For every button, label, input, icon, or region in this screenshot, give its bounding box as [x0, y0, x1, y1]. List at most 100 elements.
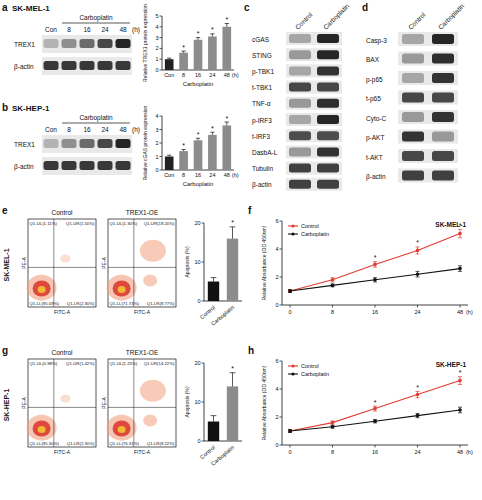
quadrant-label: Q1-UR(1.50%)	[66, 221, 95, 226]
series-line	[290, 269, 460, 291]
blot-background	[42, 135, 132, 153]
band	[289, 164, 311, 173]
y-tick-label: 1	[155, 56, 158, 62]
legend-marker	[291, 364, 294, 367]
error-bar	[331, 284, 335, 287]
bar	[194, 40, 203, 70]
lane-label: 24	[101, 126, 109, 133]
bar	[227, 386, 238, 441]
significance: *	[459, 369, 462, 376]
group-label: Carboplatin	[79, 14, 113, 22]
panel-label: f	[248, 205, 252, 216]
error-bar	[458, 229, 462, 237]
row-label: β-actin	[14, 63, 34, 71]
error-bar	[373, 278, 377, 282]
event-cloud	[107, 275, 137, 301]
group-label: Carboplatin	[79, 114, 113, 122]
marker	[288, 429, 292, 433]
y-tick-label: 10	[194, 259, 200, 265]
row-label: TNF-α	[252, 100, 271, 107]
error-stem	[232, 373, 233, 387]
error-bar	[331, 278, 335, 282]
error-bar	[225, 24, 229, 27]
marker	[458, 379, 462, 383]
event-cloud	[27, 415, 57, 441]
blot-background	[42, 35, 132, 53]
y-tick-label: 20	[194, 360, 200, 366]
row-label: t-AKT	[366, 154, 383, 161]
x-tick	[417, 305, 418, 308]
y-tick	[280, 361, 283, 362]
band	[98, 161, 113, 170]
error-cap	[416, 271, 420, 272]
error-bar	[288, 430, 292, 433]
y-tick-label: 2	[155, 140, 158, 146]
marker	[331, 425, 335, 429]
y-tick-label: 0	[155, 67, 158, 73]
band	[402, 34, 424, 44]
y-axis-label: Relative Absorbance (OD 450nm)	[261, 365, 267, 440]
band	[116, 61, 131, 70]
bar	[165, 157, 174, 171]
band	[44, 139, 59, 148]
band	[289, 34, 311, 43]
band	[289, 115, 311, 124]
band	[432, 171, 454, 181]
x-tick-label: 0	[288, 309, 291, 315]
error-cap	[458, 229, 462, 230]
y-tick	[202, 223, 205, 224]
bar	[227, 239, 238, 301]
quadrant-label: Q1-LR(2.30%)	[67, 441, 95, 446]
blot-background	[398, 71, 458, 85]
quadrant-label: Q1-LL(95.09%)	[30, 301, 60, 306]
band	[317, 180, 339, 189]
row-label: TREX1	[14, 141, 35, 148]
row-label: p-p65	[366, 76, 383, 84]
row-label: t-TBK1	[252, 84, 273, 91]
error-cap	[230, 372, 236, 373]
x-tick	[375, 445, 376, 448]
significance: *	[182, 142, 185, 149]
blot-background	[398, 32, 458, 46]
band	[317, 131, 339, 140]
x-tick-label: Carboplatin	[210, 444, 235, 467]
lane-label: 8	[67, 126, 71, 133]
bar	[208, 135, 217, 170]
band	[289, 180, 311, 189]
event-cloud	[118, 286, 126, 293]
x-tick-label: 24	[209, 72, 215, 78]
error-cap	[416, 246, 420, 247]
marker	[288, 289, 292, 293]
quadrant-label: Q1-LR(8.22%)	[147, 441, 175, 446]
event-cloud	[27, 275, 57, 301]
band	[317, 66, 339, 75]
significance: *	[197, 131, 200, 138]
gate-line	[28, 267, 96, 268]
y-tick	[202, 301, 205, 302]
error-stem	[226, 24, 227, 27]
error-cap	[167, 155, 171, 156]
x-tick-label: 16	[372, 309, 378, 315]
error-bar	[416, 392, 420, 398]
error-cap	[458, 271, 462, 272]
x-axis-label: (h)	[466, 309, 473, 315]
band	[44, 61, 59, 70]
band	[317, 34, 339, 43]
error-bar	[225, 122, 229, 125]
band	[80, 39, 95, 48]
blot-background	[286, 129, 342, 142]
blot-background	[286, 81, 342, 94]
blot-background	[398, 91, 458, 105]
blot-background	[286, 113, 342, 126]
gate-line	[53, 219, 54, 307]
x-tick	[332, 305, 333, 308]
blot-background	[286, 178, 342, 191]
row-label: TREX1	[14, 41, 35, 48]
x-tick-label: 24	[209, 172, 215, 178]
legend-label: Control	[301, 363, 319, 369]
quadrant-label: Q1-LL(76.31%)	[110, 441, 140, 446]
event-cloud	[60, 255, 70, 263]
band	[317, 115, 339, 124]
band	[402, 112, 424, 122]
y-tick-label: 3	[155, 35, 158, 41]
